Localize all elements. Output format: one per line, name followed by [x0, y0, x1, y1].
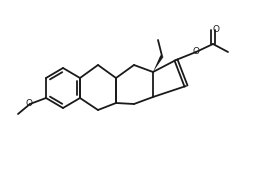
Text: O: O — [26, 100, 33, 108]
Polygon shape — [153, 55, 164, 72]
Text: O: O — [213, 26, 220, 34]
Text: O: O — [193, 46, 200, 55]
